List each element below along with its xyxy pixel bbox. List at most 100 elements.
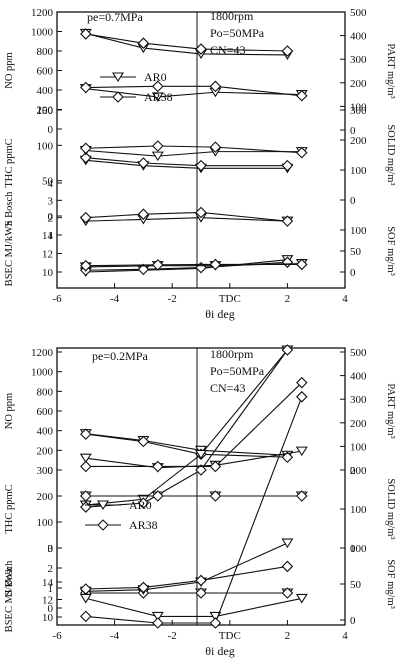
marker-ar38 [281, 587, 294, 599]
y-axis-label: S Bosch [4, 191, 15, 226]
marker-ar38 [209, 258, 222, 271]
y-tick-label: 200 [37, 105, 54, 117]
y-tick-label: 100 [37, 517, 54, 529]
marker-ar38 [281, 45, 294, 57]
y-tick-label: 12 [42, 595, 53, 607]
marker-ar38 [296, 391, 308, 403]
y-tick-label: 12 [42, 249, 53, 261]
y2-tick-label: 100 [350, 225, 367, 237]
x-axis-label: θi deg [205, 307, 234, 321]
marker-ar38 [195, 587, 207, 599]
series-line-ar0 [85, 88, 302, 98]
y-tick-label: 800 [37, 46, 54, 58]
marker-ar38 [209, 490, 222, 502]
marker-ar38 [137, 497, 150, 509]
y2-tick-label: 0 [350, 267, 356, 279]
marker-ar38 [137, 263, 150, 276]
y-tick-label: 150 [37, 105, 54, 117]
y-axis-label: BSEC MJ/kWh [4, 220, 15, 286]
marker-ar38 [152, 259, 164, 271]
condition-label: pe=0.7MPa [87, 10, 143, 24]
y2-tick-label: 0 [350, 195, 356, 207]
y-axis-label: NO ppm [4, 52, 15, 88]
series-line-ar0 [85, 542, 288, 592]
x-tick-label: -2 [168, 293, 177, 305]
marker-ar0 [295, 446, 308, 457]
marker-ar38 [152, 460, 164, 473]
y-tick-label: 1200 [31, 347, 54, 359]
marker-ar38 [80, 28, 92, 40]
y2-tick-label: 500 [350, 347, 367, 359]
y2-tick-label: 100 [350, 165, 367, 177]
y-tick-label: 14 [42, 230, 54, 242]
marker-ar38 [296, 90, 308, 102]
operating-condition: 1800rpm [210, 347, 254, 361]
y-tick-label: 1 [48, 230, 54, 242]
marker-ar38 [137, 208, 150, 220]
chart-1: -6 -4 -2 TDC 2 4θi deg120010008006004002000NO… [4, 7, 396, 321]
y2-tick-label: 300 [350, 394, 367, 406]
marker-ar38 [195, 464, 207, 476]
y-axis-label: THC ppmC [4, 138, 15, 187]
y-axis-label: NO ppm [4, 393, 15, 429]
y-tick-label: 1200 [31, 7, 54, 19]
marker-ar38 [80, 460, 92, 473]
series-line-ar38 [85, 33, 288, 52]
series-line-ar38 [85, 396, 303, 624]
marker-ar38 [80, 211, 92, 224]
marker-ar0 [79, 453, 92, 464]
y2-tick-label: 50 [350, 579, 362, 591]
y2-axis-label: PART mg/m³ [385, 383, 396, 438]
marker-ar38 [296, 258, 308, 271]
marker-ar0 [151, 611, 164, 622]
y-tick-label: 14 [42, 577, 54, 589]
marker-ar38 [152, 617, 164, 629]
marker-ar38 [80, 428, 92, 440]
marker-ar38 [80, 259, 92, 272]
y-tick-label: 0 [48, 543, 54, 555]
y-axis-label: BSEC MJ/kWh [4, 566, 15, 632]
marker-ar38 [195, 574, 207, 587]
operating-condition: Po=50MPa [210, 364, 265, 378]
legend-label: AR38 [129, 518, 158, 532]
operating-condition: CN=43 [210, 43, 245, 57]
y2-tick-label: 100 [350, 441, 367, 453]
y2-tick-label: 200 [350, 135, 367, 147]
series-line-ar0 [85, 349, 288, 506]
y2-axis-label: PART mg/m³ [385, 43, 396, 98]
y-tick-label: 2 [48, 213, 54, 225]
legend-marker [112, 91, 124, 103]
y-tick-label: 100 [37, 140, 54, 152]
marker-ar0 [295, 593, 308, 604]
legend-label: AR0 [144, 70, 167, 84]
plot-frame [56, 11, 346, 289]
y2-tick-label: 400 [350, 31, 367, 43]
marker-ar0 [79, 593, 92, 604]
legend-marker [97, 500, 109, 511]
y2-tick-label: 500 [350, 7, 367, 19]
y2-tick-label: 0 [350, 125, 356, 137]
marker-ar0 [281, 538, 294, 549]
y2-tick-label: 50 [350, 246, 362, 258]
series-line-ar38 [85, 211, 288, 222]
marker-ar38 [296, 376, 308, 389]
y-tick-label: 10 [42, 612, 54, 624]
x-axis-label: θi deg [205, 644, 234, 658]
y-tick-label: 300 [37, 465, 54, 477]
marker-ar38 [209, 617, 222, 629]
y-tick-label: 4 [48, 178, 54, 190]
condition-label: pe=0.2MPa [92, 349, 148, 363]
marker-ar38 [281, 159, 294, 172]
marker-ar38 [152, 80, 164, 93]
y-tick-label: 0 [48, 603, 54, 615]
y2-tick-label: 300 [350, 105, 367, 117]
operating-condition: Po=50MPa [210, 26, 265, 40]
chart-2: -6 -4 -2 TDC 2 4θi deg120010008006004002000NO… [4, 344, 396, 658]
operating-condition: 1800rpm [210, 9, 254, 23]
series-line-ar0 [85, 159, 288, 169]
y2-tick-label: 0 [350, 615, 356, 627]
series-line-ar0 [85, 32, 288, 56]
y-tick-label: 800 [37, 386, 54, 398]
marker-ar38 [296, 490, 308, 502]
